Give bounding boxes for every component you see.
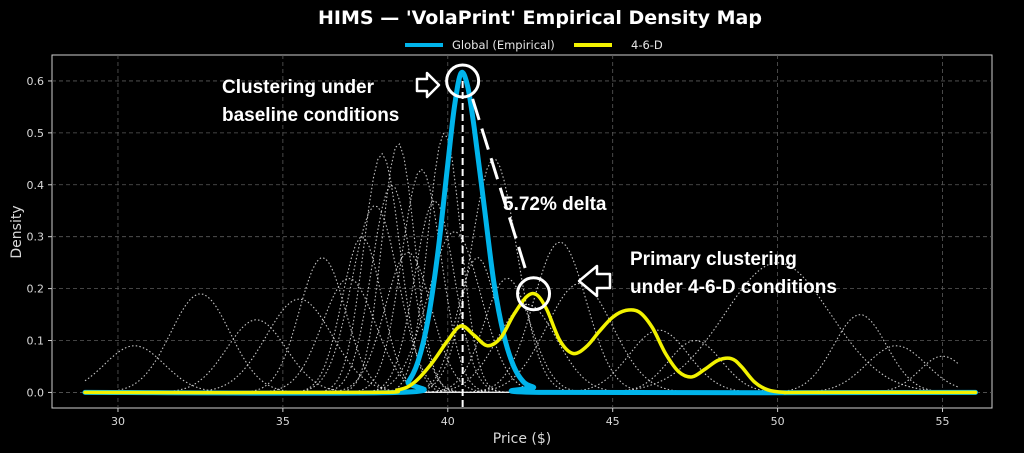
annotation-delta: 5.72% delta <box>503 194 607 215</box>
series-line-global-empirical <box>82 69 978 396</box>
highlight-circle-global-peak <box>445 63 481 99</box>
y-tick-label: 0.1 <box>27 335 45 348</box>
x-tick-label: 30 <box>111 415 125 428</box>
grid-lines <box>52 55 992 408</box>
y-tick-label: 0.5 <box>27 127 45 140</box>
reference-density-curve <box>85 143 959 393</box>
annotation-primary-line1: Primary clustering <box>630 249 797 270</box>
x-axis-ticks: 30 35 40 45 50 55 <box>111 408 950 428</box>
x-tick-label: 45 <box>606 415 620 428</box>
highlight-circle-4-6-d-peak <box>516 276 552 312</box>
annotations: Clustering under baseline conditions 5.7… <box>222 63 837 312</box>
annotation-primary-line2: under 4-6-D conditions <box>630 277 837 298</box>
series-line-4-6-d <box>83 291 978 395</box>
arrow-right-icon <box>415 71 441 99</box>
legend-label-global: Global (Empirical) <box>452 38 555 52</box>
y-tick-label: 0.2 <box>27 283 45 296</box>
y-tick-label: 0.0 <box>27 386 45 399</box>
legend-label-4-6-d: 4-6-D <box>631 38 663 52</box>
y-tick-label: 0.3 <box>27 231 45 244</box>
x-tick-label: 35 <box>276 415 290 428</box>
x-tick-label: 50 <box>771 415 785 428</box>
reference-density-curve <box>85 340 959 393</box>
reference-density-curve <box>85 241 959 393</box>
x-tick-label: 40 <box>441 415 455 428</box>
annotation-baseline-line2: baseline conditions <box>222 105 399 126</box>
y-tick-label: 0.4 <box>27 179 45 192</box>
y-axis-ticks: 0.0 0.1 0.2 0.3 0.4 0.5 0.6 <box>27 75 52 399</box>
x-axis-label: Price ($) <box>493 431 551 447</box>
y-tick-label: 0.6 <box>27 75 45 88</box>
annotation-baseline-line1: Clustering under <box>222 77 375 98</box>
arrow-left-icon <box>577 264 612 298</box>
legend: Global (Empirical) 4-6-D <box>405 38 663 52</box>
x-tick-label: 55 <box>936 415 950 428</box>
y-axis-label: Density <box>9 205 25 258</box>
plot-area-frame <box>51 54 993 409</box>
reference-density-curve <box>85 152 959 393</box>
reference-density-curve <box>85 251 959 393</box>
chart-title: HIMS — 'VolaPrint' Empirical Density Map <box>318 7 762 29</box>
